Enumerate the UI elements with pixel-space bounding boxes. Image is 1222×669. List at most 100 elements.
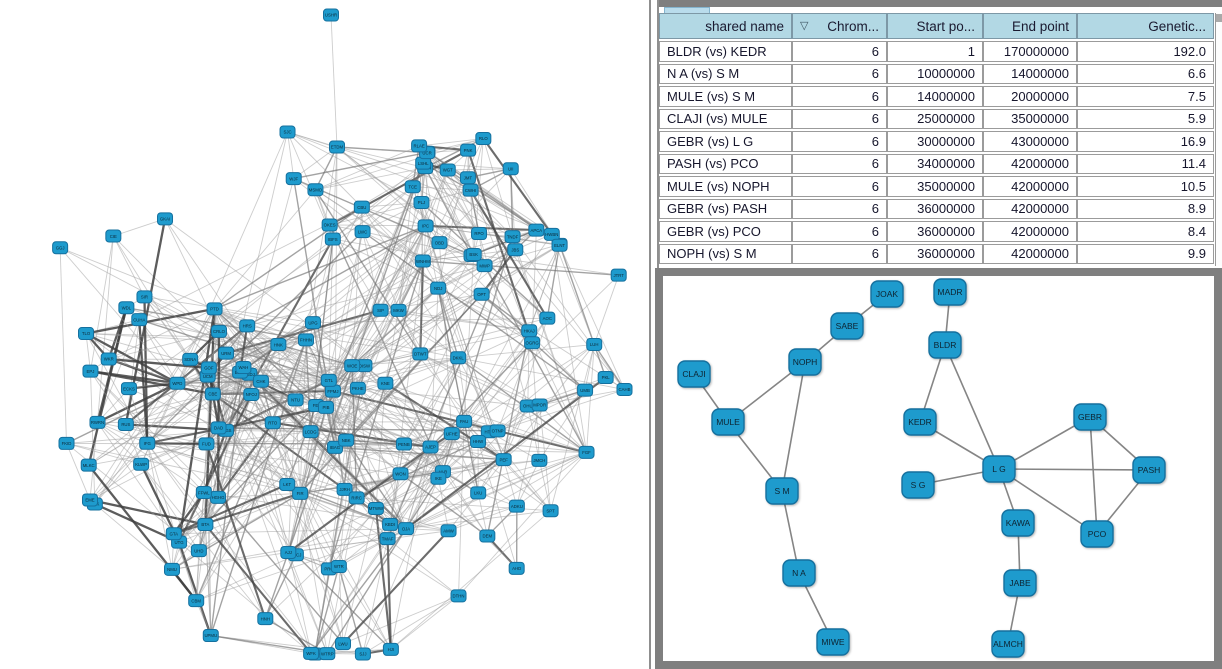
network-node[interactable]: PIB — [317, 400, 334, 414]
node-shape[interactable] — [577, 383, 594, 397]
network-node-kedr[interactable]: KEDR — [903, 408, 937, 436]
node-shape[interactable] — [578, 445, 595, 459]
node-shape[interactable] — [372, 303, 389, 317]
node-shape[interactable] — [542, 504, 559, 518]
network-node[interactable]: ETDM — [329, 140, 345, 154]
network-node[interactable]: DTHN — [450, 589, 467, 603]
network-node[interactable]: PENB — [395, 437, 412, 451]
column-header-end-point[interactable]: End point — [983, 13, 1077, 39]
cell-value[interactable]: 6 — [792, 108, 887, 129]
network-node[interactable]: FFWL — [195, 486, 212, 500]
node-shape[interactable] — [218, 346, 235, 360]
node-shape[interactable] — [422, 440, 439, 454]
node-shape[interactable] — [677, 360, 711, 388]
network-node[interactable]: SDNA — [182, 352, 199, 366]
node-shape[interactable] — [182, 352, 199, 366]
node-shape[interactable] — [508, 499, 525, 513]
network-node[interactable]: UII — [502, 162, 519, 176]
cell-value[interactable]: 170000000 — [983, 41, 1077, 62]
node-shape[interactable] — [252, 374, 269, 388]
node-shape[interactable] — [431, 236, 448, 250]
network-node[interactable]: JTRT — [610, 268, 627, 282]
node-shape[interactable] — [354, 647, 371, 661]
network-node[interactable]: PTD — [206, 302, 223, 316]
network-node-jabe[interactable]: JABE — [1003, 569, 1037, 597]
node-shape[interactable] — [413, 196, 430, 210]
network-node[interactable]: MKW — [390, 303, 407, 317]
cell-shared-name[interactable]: GEBR (vs) PCO — [659, 221, 792, 242]
network-node[interactable]: HKAJ — [521, 324, 538, 338]
network-node[interactable]: ADKU — [508, 499, 525, 513]
cell-value[interactable]: 6 — [792, 198, 887, 219]
node-shape[interactable] — [105, 229, 122, 243]
cell-value[interactable]: 42000000 — [983, 198, 1077, 219]
node-shape[interactable] — [870, 280, 904, 308]
network-node[interactable]: APCA — [528, 223, 545, 237]
network-node[interactable]: HJI — [382, 642, 399, 656]
node-shape[interactable] — [471, 226, 488, 240]
network-node[interactable]: RLAE — [411, 139, 428, 153]
network-node[interactable]: PAU — [456, 414, 473, 428]
network-node-claji[interactable]: CLAJI — [677, 360, 711, 388]
node-shape[interactable] — [320, 373, 337, 387]
network-node[interactable]: FGF — [578, 445, 595, 459]
network-node[interactable]: PNK — [460, 143, 477, 157]
node-shape[interactable] — [830, 312, 864, 340]
node-shape[interactable] — [100, 352, 117, 366]
node-shape[interactable] — [395, 437, 412, 451]
node-shape[interactable] — [479, 529, 496, 543]
network-node[interactable]: RUS — [117, 417, 134, 431]
cell-value[interactable]: 14000000 — [983, 63, 1077, 84]
network-node[interactable]: BTA — [197, 518, 214, 532]
cell-value[interactable]: 6.6 — [1077, 63, 1214, 84]
node-shape[interactable] — [377, 376, 394, 390]
network-node[interactable]: WGT — [439, 163, 456, 177]
node-shape[interactable] — [508, 561, 525, 575]
node-shape[interactable] — [188, 594, 205, 608]
cell-shared-name[interactable]: NOPH (vs) S M — [659, 243, 792, 264]
node-shape[interactable] — [379, 532, 396, 546]
node-shape[interactable] — [782, 559, 816, 587]
network-node[interactable]: OTNP — [489, 424, 506, 438]
node-shape[interactable] — [430, 281, 447, 295]
network-node[interactable]: LUH — [586, 337, 603, 351]
node-shape[interactable] — [382, 517, 399, 531]
column-header-genetic-[interactable]: Genetic... — [1077, 13, 1214, 39]
network-node-joak[interactable]: JOAK — [870, 280, 904, 308]
node-shape[interactable] — [279, 477, 296, 491]
network-node[interactable]: LKU — [470, 486, 487, 500]
network-node[interactable]: CHK — [252, 374, 269, 388]
node-shape[interactable] — [524, 336, 541, 350]
cell-value[interactable]: 8.9 — [1077, 198, 1214, 219]
node-shape[interactable] — [307, 183, 324, 197]
network-node[interactable]: USHR — [323, 8, 339, 22]
network-node-madr[interactable]: MADR — [933, 278, 967, 306]
node-shape[interactable] — [330, 560, 347, 574]
network-node[interactable]: RIRC — [348, 491, 365, 505]
node-shape[interactable] — [398, 522, 415, 536]
network-node[interactable]: WPD — [169, 376, 186, 390]
network-node-pco[interactable]: PCO — [1080, 520, 1114, 548]
node-shape[interactable] — [349, 381, 366, 395]
network-node[interactable]: NDJ — [430, 281, 447, 295]
network-node[interactable]: CBM — [188, 594, 205, 608]
node-shape[interactable] — [270, 338, 287, 352]
cell-value[interactable]: 6 — [792, 176, 887, 197]
network-node[interactable]: MPOR — [531, 398, 548, 412]
cell-value[interactable]: 42000000 — [983, 243, 1077, 264]
node-shape[interactable] — [1132, 456, 1166, 484]
network-node[interactable]: FHHN — [297, 333, 314, 347]
cell-value[interactable]: 25000000 — [887, 108, 983, 129]
cell-shared-name[interactable]: N A (vs) S M — [659, 63, 792, 84]
node-shape[interactable] — [439, 163, 456, 177]
node-shape[interactable] — [475, 132, 492, 146]
cell-value[interactable]: 9.9 — [1077, 243, 1214, 264]
network-node[interactable]: BSK — [465, 247, 482, 261]
node-shape[interactable] — [476, 259, 493, 273]
node-shape[interactable] — [243, 388, 260, 402]
node-shape[interactable] — [531, 453, 548, 467]
node-shape[interactable] — [133, 457, 150, 471]
network-node[interactable]: UFHE — [443, 427, 460, 441]
network-node[interactable]: AMW — [440, 524, 457, 538]
network-node[interactable]: PLJ — [413, 196, 430, 210]
